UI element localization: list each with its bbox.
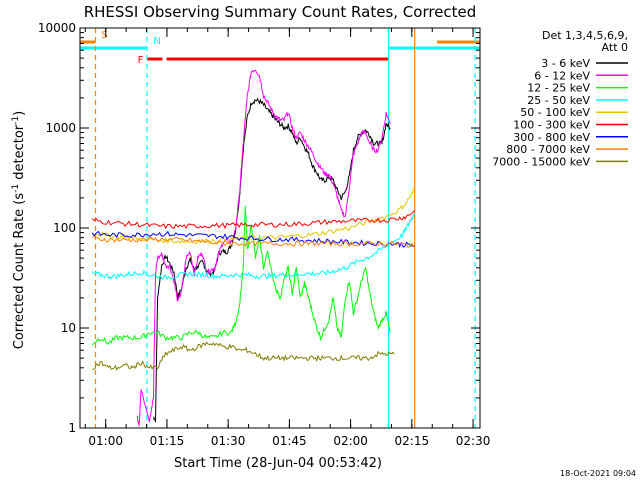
x-axis-ticks: 01:00 01:15 01:30 01:45 02:00 02:15 02:30 [84,28,491,448]
y-axis-label-end: ) [12,111,27,116]
series-line-25-50-kev [91,213,416,281]
legend-label-50-100-kev: 50 - 100 keV [520,106,590,119]
legend-header-line1: Det 1,3,4,5,6,9, [542,29,628,42]
x-tick-label: 01:45 [272,434,307,448]
x-axis-label: Start Time (28-Jun-04 00:53:42) [174,456,382,471]
legend-label-3-6-kev: 3 - 6 keV [541,57,590,70]
y-tick-label: 1 [68,421,76,435]
footer-date: 18-Oct-2021 09:04 [560,469,636,478]
series-line-800-7000-kev [92,236,415,248]
y-tick-label: 10 [61,321,76,335]
y-axis-label-sup1: -1 [11,184,21,193]
legend-label-12-25-kev: 12 - 25 keV [527,82,590,95]
x-tick-label: 02:00 [333,434,368,448]
series-line-100-300-kev [91,210,416,230]
observing-flags: S NF [80,30,480,66]
series-line-300-800-kev [91,230,415,248]
x-tick-label: 01:30 [211,434,246,448]
flag-n-label: N [153,36,160,47]
y-tick-label: 1000 [45,121,76,135]
legend-label-800-7000-kev: 800 - 7000 keV [506,143,590,156]
legend-label-7000-15000-kev: 7000 - 15000 keV [492,155,590,168]
legend-header-line2: Att 0 [602,41,628,54]
flag-f-label: F [138,55,144,66]
x-tick-label: 01:15 [150,434,185,448]
y-axis-label-main: Corrected Count Rate (s [12,193,27,350]
y-tick-label: 10000 [38,21,76,35]
legend-label-300-800-kev: 300 - 800 keV [513,131,590,144]
plot-frame [79,27,481,429]
series-line-3-6-kev [153,97,391,423]
legend-label-100-300-kev: 100 - 300 keV [513,119,590,132]
y-axis-ticks: 1 10 100 1000 10000 [38,21,480,435]
region-boundary-lines [94,28,476,428]
y-axis-label: Corrected Count Rate (s-1 detector-1) [11,111,27,349]
series-line-6-12-kev [136,69,391,427]
y-axis-label-mid: detector [12,124,27,184]
chart-title: RHESSI Observing Summary Count Rates, Co… [84,3,477,21]
flag-s-label: S [102,30,108,41]
x-tick-label: 01:00 [88,434,123,448]
x-tick-label: 02:15 [395,434,430,448]
series-line-12-25-kev [91,206,391,346]
legend-label-6-12-kev: 6 - 12 keV [534,69,590,82]
y-axis-label-sup2: -1 [11,116,21,125]
x-tick-label: 02:30 [456,434,491,448]
legend-label-25-50-kev: 25 - 50 keV [527,94,590,107]
data-series [91,69,416,427]
series-line-7000-15000-kev [92,341,395,371]
y-tick-label: 100 [53,221,76,235]
